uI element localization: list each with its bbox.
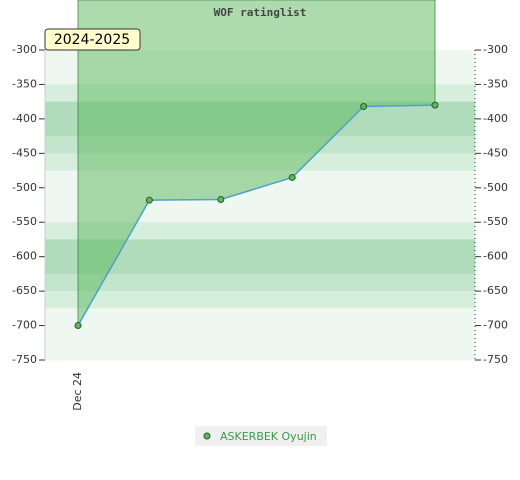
point — [288, 173, 296, 181]
y-tick-label: -400 — [12, 112, 37, 125]
band — [45, 291, 475, 309]
point — [431, 101, 439, 109]
y2-tick-label: -350 — [483, 77, 508, 90]
y-tick-label: -600 — [12, 250, 37, 263]
y2-tick-label: -650 — [483, 284, 508, 297]
y-tick-label: -750 — [12, 353, 37, 366]
y2-tick-label: -750 — [483, 353, 508, 366]
chart-title: WOF ratinglist — [214, 6, 307, 19]
legend-marker — [203, 432, 211, 440]
band — [45, 342, 475, 361]
band — [45, 273, 475, 292]
band — [45, 325, 475, 344]
y2-tick-label: -700 — [483, 319, 508, 332]
y2-tick-label: -450 — [483, 146, 508, 159]
y-tick-label: -550 — [12, 215, 37, 228]
legend-label: ASKERBEK Oyujin — [220, 430, 317, 443]
badge: 2024-2025 — [54, 32, 130, 48]
point — [360, 102, 368, 110]
point — [217, 195, 225, 203]
y-tick-label: -700 — [12, 319, 37, 332]
y-tick-label: -650 — [12, 284, 37, 297]
plot — [74, 0, 439, 330]
y-tick-label: -450 — [12, 146, 37, 159]
point — [145, 196, 153, 204]
y2-tick-label: -500 — [483, 181, 508, 194]
y-tick-label: -350 — [12, 77, 37, 90]
legend-box — [195, 426, 327, 446]
x-tick-label: Dec 24 — [71, 372, 84, 411]
band — [45, 308, 475, 327]
y-tick-label: -300 — [12, 43, 37, 56]
band — [45, 205, 475, 223]
band — [45, 222, 475, 240]
badge-box — [44, 28, 141, 51]
point — [74, 322, 82, 330]
y-tick-label: -500 — [12, 181, 37, 194]
y2-tick-label: -300 — [483, 43, 508, 56]
y2-tick-label: -550 — [483, 215, 508, 228]
band — [45, 256, 475, 275]
band — [45, 239, 475, 258]
y2-tick-label: -400 — [483, 112, 508, 125]
line — [77, 104, 436, 326]
y2-tick-label: -600 — [483, 250, 508, 263]
